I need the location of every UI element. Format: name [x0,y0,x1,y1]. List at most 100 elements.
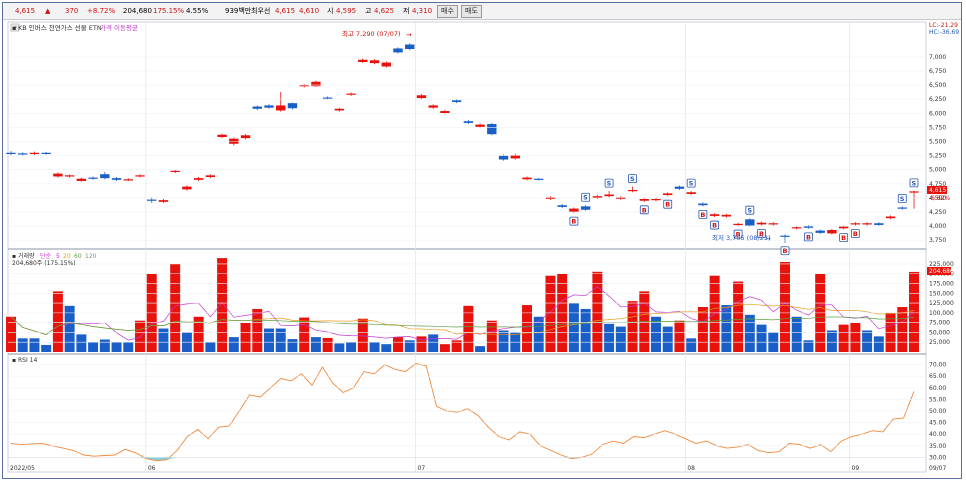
high-annotation: 최고 7,290 (07/07) [342,29,401,38]
rsi-tick-label: 30.00 [929,454,946,461]
quote-high-label: 고 [365,7,372,15]
volume-bar [803,340,814,352]
candle [358,59,368,62]
candle [240,135,251,139]
candle [815,230,825,233]
volume-tick-label: 125,000 [929,300,954,307]
right-top-label-2: HC:-36.69 [929,29,959,36]
candle [18,153,28,155]
volume-bar [791,316,802,352]
volume-bar [498,330,509,352]
signal-label: B [571,218,576,226]
current-price-tag [927,186,947,194]
sell-button[interactable]: 매도 [461,5,482,18]
volume-bar [17,338,28,352]
candle [756,222,767,225]
signal-label: S [607,180,612,188]
current-price-pct: -6.62% [929,195,951,202]
price-tick-label: 4,000 [929,223,946,230]
signal-marker [569,216,579,226]
volume-bar [686,338,697,352]
candle [29,152,40,154]
volume-bar [29,338,40,352]
volume-bar [135,320,145,352]
volume-tick-label: 25,000 [929,339,950,346]
volume-bar [627,301,638,352]
current-volume-label: 204,680 [929,268,954,275]
candle [440,111,450,114]
candle [205,175,216,178]
price-tick-label: 3,750 [929,237,946,244]
volume-ma-line [10,286,915,341]
volume-bar [428,334,439,352]
current-volume-tag [927,267,951,275]
candle [451,100,462,103]
volume-value-line: 204,680주 (175.15%) [12,260,76,267]
signal-label: B [783,247,788,255]
candle [827,230,837,234]
volume-legend-20: 20 [63,253,71,260]
rsi-tick-label: 50.00 [929,408,946,415]
candle [768,223,778,225]
buy-button[interactable]: 매수 [437,5,458,18]
candle [569,208,579,212]
signal-marker [909,178,919,188]
x-tick-label: 06 [148,465,156,472]
signal-label: S [689,180,694,188]
signal-label: S [583,194,588,202]
rsi-legend: ▪ RSI 14 [12,357,37,364]
volume-bar [52,291,63,352]
candle [803,226,814,228]
price-tick-label: 5,750 [929,124,946,131]
signal-label: B [841,234,846,242]
volume-bar [346,342,357,352]
chart-settings-icon[interactable] [10,23,20,32]
volume-bar [205,342,216,352]
quote-close-value: 4,615 [275,7,296,15]
candle [709,214,720,216]
right-top-label-1: LC:-21.29 [929,22,958,29]
candle [381,62,391,67]
signal-marker [663,199,673,209]
candle [639,199,649,201]
x-tick-label: 07 [418,465,426,472]
signal-label: B [712,222,717,230]
x-tick-label: 09 [852,465,860,472]
volume-bar [850,322,861,352]
volume-bar [744,314,755,352]
candle [111,178,122,180]
candle [592,196,603,198]
volume-bar [486,320,497,352]
low-arrow-icon: → [765,235,771,243]
quote-low-value: 4,310 [412,7,433,15]
rsi-tick-label: 70.00 [929,362,946,369]
volume-bar [240,322,251,352]
signal-marker [839,233,849,242]
signal-label: B [806,233,811,241]
quote-change-pct: +8.72% [87,7,116,15]
candle [792,227,802,229]
quote-traded-value: 939백만 [225,7,252,15]
signal-marker [745,205,755,215]
price-tick-label: 4,750 [929,181,946,188]
volume-bar [475,346,486,352]
price-tick-label: 4,500 [929,195,946,202]
volume-bar [275,328,286,352]
candle [252,106,262,109]
candle [780,235,790,237]
candle [487,124,497,135]
candle [874,223,884,225]
low-annotation: 최저 3,705 (08/23) [712,233,771,242]
volume-bar [826,330,837,352]
quote-ratio2: 4.55% [186,7,209,15]
current-price-label: 4,615 [929,187,946,194]
candle [745,219,755,226]
candle [510,155,520,159]
candle [580,206,591,210]
high-arrow-icon: → [406,31,412,39]
candle [416,95,427,99]
volume-bar [252,308,263,352]
volume-bar [322,337,333,352]
candle [6,152,16,154]
